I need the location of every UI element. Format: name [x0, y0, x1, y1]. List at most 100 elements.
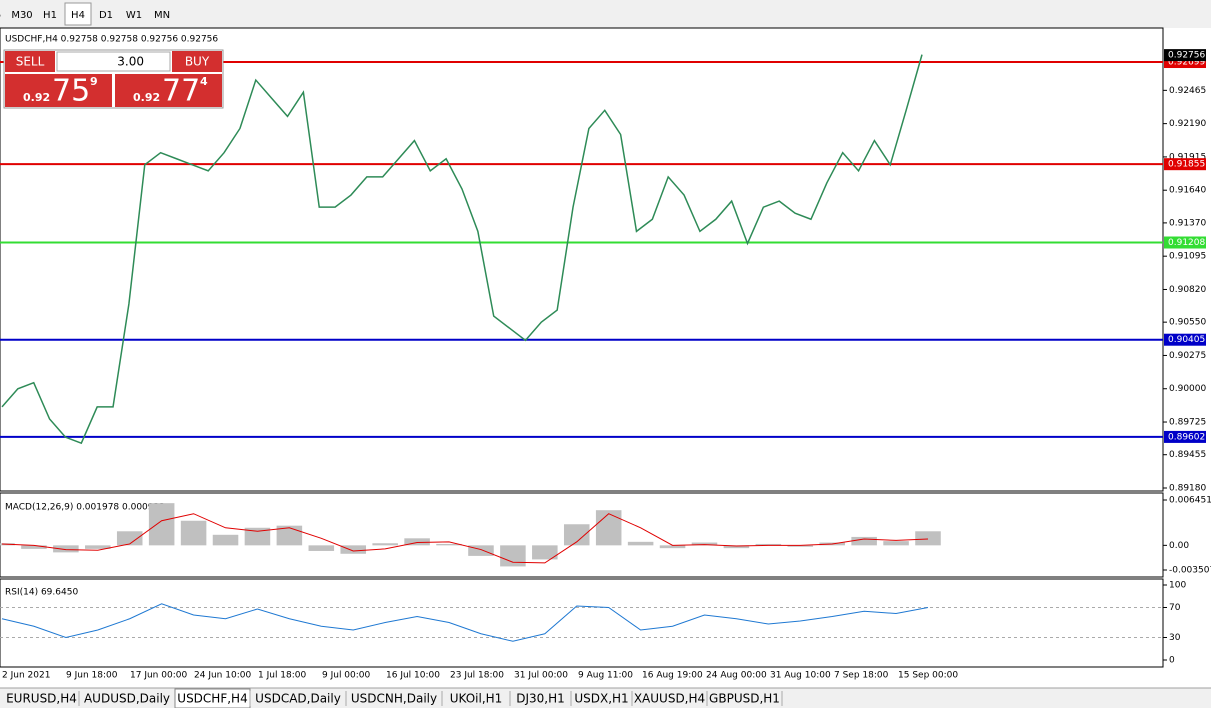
- timeframe-button[interactable]: W1: [126, 10, 142, 21]
- tab[interactable]: EURUSD,H4: [6, 692, 77, 706]
- macd-bar: [85, 545, 111, 549]
- y-tick-label: 0.006451: [1169, 496, 1211, 506]
- tab[interactable]: DJ30,H1: [516, 692, 565, 706]
- x-tick-label: 16 Jul 10:00: [386, 671, 440, 681]
- macd-bar: [21, 545, 47, 549]
- y-tick-label: 70: [1169, 603, 1181, 613]
- tab[interactable]: USDCHF,H4: [177, 692, 247, 706]
- macd-bar: [308, 545, 335, 551]
- y-tick-label: 0.90275: [1169, 351, 1206, 361]
- level-label: 0.91208: [1168, 238, 1205, 248]
- macd-bar: [915, 531, 941, 546]
- ask-box[interactable]: [115, 74, 222, 107]
- level-label: 0.89602: [1168, 432, 1205, 442]
- y-tick-label: 0.91915: [1169, 152, 1206, 162]
- bid-small: 9: [90, 75, 98, 88]
- macd-bar: [532, 545, 558, 560]
- level-label-bg: [1164, 333, 1206, 346]
- macd-bar: [851, 536, 877, 546]
- macd-bar: [723, 545, 750, 549]
- macd-bar: [148, 503, 175, 546]
- x-tick-label: 24 Aug 00:00: [706, 671, 767, 681]
- x-tick-label: 31 Jul 00:00: [514, 671, 568, 681]
- macd-bar: [53, 545, 79, 553]
- timeframe-button[interactable]: H4: [71, 10, 85, 21]
- bid-big: 0.92: [23, 91, 50, 104]
- x-tick-label: 9 Jul 00:00: [322, 671, 371, 681]
- x-tick-label: 9 Jun 18:00: [66, 671, 118, 681]
- y-tick-label: -0.003507: [1169, 566, 1211, 576]
- x-tick-label: 2 Jun 2021: [2, 671, 50, 681]
- macd-bar: [276, 525, 303, 546]
- level-label-bg: [1164, 430, 1206, 443]
- y-tick-label: 30: [1169, 633, 1181, 643]
- timeframe-button[interactable]: H1: [43, 10, 57, 21]
- y-tick-label: 0.90550: [1169, 318, 1206, 328]
- timeframe-button[interactable]: 5: [0, 10, 1, 21]
- x-tick-label: 15 Sep 00:00: [898, 671, 958, 681]
- macd-bar: [595, 510, 622, 546]
- macd-bar: [244, 527, 271, 546]
- x-tick-label: 17 Jun 00:00: [130, 671, 187, 681]
- macd-bar: [787, 545, 814, 547]
- bid-main: 75: [52, 74, 90, 109]
- sell-button[interactable]: SELL: [16, 55, 45, 69]
- x-tick-label: 16 Aug 19:00: [642, 671, 703, 681]
- price-line: [1, 54, 923, 445]
- tab[interactable]: USDCNH,Daily: [351, 692, 437, 706]
- panel-title: RSI(14) 69.6450: [5, 588, 78, 598]
- level-label: 0.91855: [1168, 160, 1205, 170]
- buy-button[interactable]: BUY: [185, 55, 210, 69]
- tab[interactable]: USDCAD,Daily: [255, 692, 341, 706]
- panel-title: MACD(12,26,9) 0.001978 0.000922: [5, 503, 165, 513]
- y-tick-label: 0.91370: [1169, 218, 1206, 228]
- ask-small: 4: [200, 75, 208, 88]
- y-tick-label: 0.89455: [1169, 450, 1206, 460]
- tabs-bg: [0, 688, 1211, 708]
- last-price: 0.92756: [1168, 51, 1205, 61]
- y-tick-label: 0.92465: [1169, 86, 1206, 96]
- macd-bar: [691, 542, 718, 546]
- bid-box[interactable]: [5, 74, 112, 107]
- last-price-bg: [1164, 49, 1206, 62]
- panel-title: USDCHF,H4 0.92758 0.92758 0.92756 0.9275…: [5, 35, 218, 45]
- level-label-bg: [1164, 158, 1206, 171]
- y-tick-label: 0.89180: [1169, 484, 1206, 494]
- y-tick-label: 0.89725: [1169, 418, 1206, 428]
- macd-bar: [180, 520, 207, 546]
- timeframe-button[interactable]: M30: [11, 10, 32, 21]
- tab[interactable]: UKOil,H1: [450, 692, 503, 706]
- y-tick-label: 0.91095: [1169, 252, 1206, 262]
- x-tick-label: 24 Jun 10:00: [194, 671, 251, 681]
- tab[interactable]: GBPUSD,H1: [709, 692, 780, 706]
- rsi-line: [1, 603, 929, 642]
- level-label: 0.90405: [1168, 335, 1205, 345]
- level-label: 0.92699: [1168, 58, 1205, 68]
- y-tick-label: 0.92190: [1169, 119, 1206, 129]
- tab[interactable]: USDX,H1: [574, 692, 628, 706]
- macd-bar: [659, 545, 686, 549]
- macd-signal: [1, 513, 929, 564]
- lots-field[interactable]: [56, 51, 171, 72]
- macd-bar: [755, 543, 782, 546]
- rsi-frame: [0, 578, 1164, 668]
- timeframe-button[interactable]: D1: [99, 10, 113, 21]
- macd-bar: [340, 545, 367, 554]
- macd-bar: [468, 545, 494, 556]
- timeframe-active: [64, 2, 92, 26]
- x-tick-label: 1 Jul 18:00: [258, 671, 307, 681]
- tab[interactable]: AUDUSD,Daily: [84, 692, 170, 706]
- x-tick-label: 23 Jul 18:00: [450, 671, 504, 681]
- tab[interactable]: XAUUSD,H4: [634, 692, 705, 706]
- timeframe-button[interactable]: MN: [154, 10, 170, 21]
- lots-value[interactable]: 3.00: [117, 55, 144, 69]
- macd-bar: [883, 541, 909, 546]
- macd-bar: [372, 543, 398, 546]
- ask-main: 77: [162, 74, 200, 109]
- buy-button-bg[interactable]: [172, 51, 222, 72]
- x-tick-label: 31 Aug 10:00: [770, 671, 831, 681]
- sell-button-bg[interactable]: [5, 51, 55, 72]
- ask-big: 0.92: [133, 91, 160, 104]
- y-tick-label: 0.00: [1169, 541, 1189, 551]
